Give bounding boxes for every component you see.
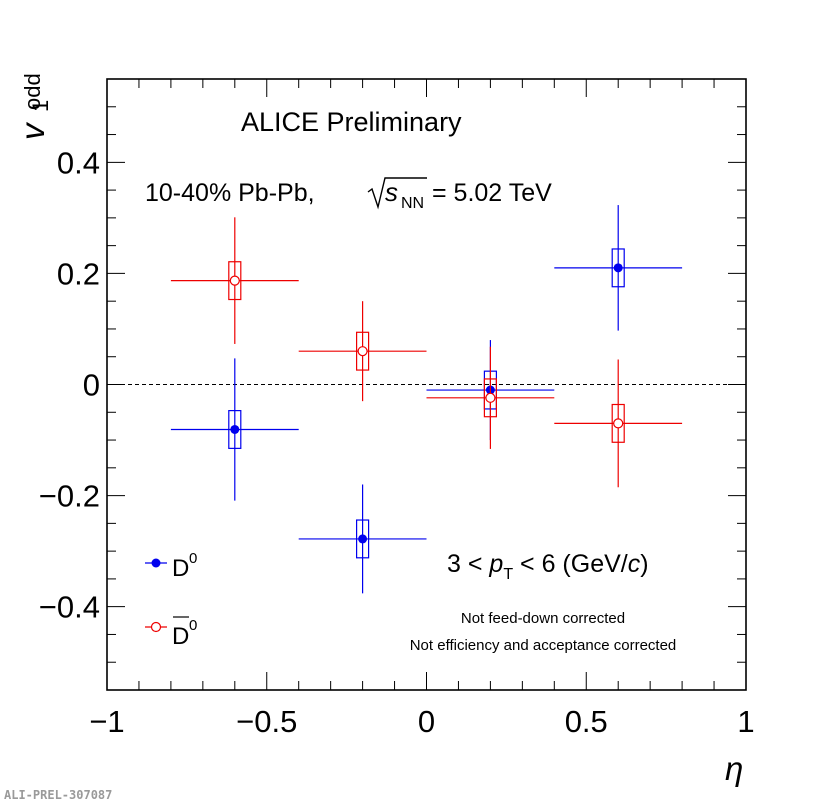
pt-range-sub: T	[503, 566, 513, 583]
pt-range-var: p	[488, 550, 503, 578]
sqrt-subscript: NN	[401, 195, 424, 212]
y-tick-label: 0	[83, 368, 100, 403]
legend-d0-sup: 0	[189, 550, 197, 567]
data-point-marker	[613, 263, 623, 273]
legend-d0bar-marker	[150, 621, 162, 633]
y-tick-label: 0.2	[57, 256, 100, 291]
pt-range-close: )	[640, 550, 648, 578]
system-label: 10-40% Pb-Pb, s NN = 5.02 TeV	[145, 177, 552, 212]
legend-d0bar-sup: 0	[189, 617, 197, 634]
x-tick-label: −1	[89, 704, 124, 739]
data-point-marker	[357, 346, 368, 357]
data-point-marker	[358, 534, 368, 544]
pt-range-pre: 3 <	[447, 550, 489, 578]
pt-range-unit-var: c	[628, 550, 641, 578]
y-tick-label: 0.4	[57, 145, 100, 180]
x-axis-label: η	[725, 750, 743, 787]
series-d0bar	[170, 217, 683, 488]
data-point-marker	[229, 275, 240, 286]
y-tick-label: −0.2	[39, 479, 100, 514]
y-axis-label-sub: 1	[28, 100, 53, 112]
x-tick-label: 0.5	[565, 704, 608, 739]
y-axis-label: v odd 1	[14, 73, 53, 140]
y-tick-label: −0.4	[39, 590, 100, 625]
pt-range-annotation: 3 < pT < 6 (GeV/c)	[447, 550, 649, 583]
y-axis-label-sup: odd	[20, 73, 45, 110]
data-point-marker	[230, 424, 240, 434]
x-tick-label: −0.5	[236, 704, 297, 739]
system-energy: = 5.02 TeV	[432, 179, 552, 207]
series-d0	[170, 205, 683, 594]
sqrt-variable: s	[385, 177, 398, 207]
data-series	[170, 205, 683, 594]
sqrt-sign	[367, 177, 427, 210]
note-feed-down: Not feed-down corrected	[461, 610, 625, 627]
data-point-marker	[613, 418, 624, 429]
legend-d0bar-label: D	[172, 623, 189, 650]
x-tick-label: 0	[418, 704, 435, 739]
legend-entry-d0: D 0	[145, 550, 197, 582]
legend-d0-label: D	[172, 555, 189, 582]
data-point-marker	[485, 392, 496, 403]
note-efficiency: Not efficiency and acceptance corrected	[410, 637, 677, 654]
legend-d0-marker	[151, 558, 161, 568]
footer-code: ALI-PREL-307087	[4, 788, 112, 802]
x-tick-label: 1	[737, 704, 754, 739]
system-label-prefix: 10-40% Pb-Pb,	[145, 179, 315, 207]
plot-frame	[106, 78, 747, 691]
legend-entry-d0bar: D 0	[145, 616, 197, 650]
pt-range-post: < 6 (GeV/	[513, 550, 628, 578]
svg-text:10-40% Pb-Pb,: 10-40% Pb-Pb,	[145, 179, 315, 207]
axis-ticks	[106, 78, 747, 691]
legend: D 0 D 0	[145, 550, 197, 650]
y-axis-label-main: v	[14, 121, 51, 140]
axis-tick-labels: −1 −0.5 0 0.5 1 −0.4 −0.2 0 0.2 0.4	[39, 145, 755, 739]
chart-title: ALICE Preliminary	[241, 107, 462, 137]
